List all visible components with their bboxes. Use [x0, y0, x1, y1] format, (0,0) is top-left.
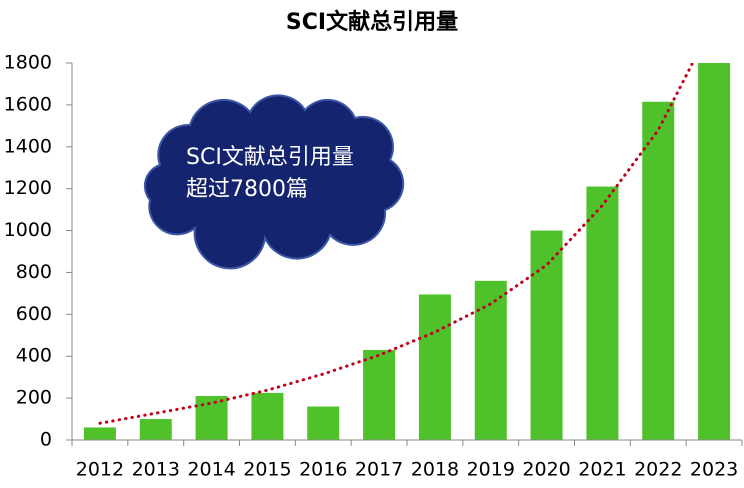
bar — [586, 186, 619, 440]
x-tick-label: 2018 — [411, 459, 459, 481]
trend-line — [98, 63, 695, 425]
chart-title: SCI文献总引用量 — [286, 9, 458, 35]
y-tick-label: 0 — [40, 429, 52, 451]
y-tick-label: 1800 — [4, 52, 52, 74]
y-tick-label: 800 — [16, 261, 52, 283]
y-tick-label: 1000 — [4, 219, 52, 241]
bar — [307, 406, 340, 440]
x-tick-label: 2015 — [243, 459, 291, 481]
x-tick-label: 2016 — [299, 459, 347, 481]
bar — [139, 419, 172, 440]
bar — [474, 280, 507, 440]
x-tick-label: 2023 — [690, 459, 738, 481]
annotation-line: SCI文献总引用量 — [186, 145, 354, 170]
bar — [530, 230, 563, 440]
bar — [251, 392, 284, 440]
y-tick-label: 600 — [16, 303, 52, 325]
x-tick-label: 2021 — [578, 459, 626, 481]
bar — [418, 294, 451, 440]
x-tick-label: 2012 — [76, 459, 124, 481]
y-tick-label: 1200 — [4, 177, 52, 199]
bar — [698, 63, 731, 440]
annotation-cloud: SCI文献总引用量 超过7800篇 — [143, 94, 405, 270]
x-tick-label: 2014 — [187, 459, 235, 481]
y-tick-label: 400 — [16, 345, 52, 367]
bar — [642, 101, 675, 440]
cloud-shape — [143, 94, 405, 270]
x-tick-label: 2019 — [467, 459, 515, 481]
x-tick-label: 2017 — [355, 459, 403, 481]
x-tick-label: 2020 — [522, 459, 570, 481]
bar — [83, 427, 116, 440]
bar — [363, 349, 396, 440]
y-tick-label: 1400 — [4, 135, 52, 157]
annotation-line: 超过7800篇 — [186, 177, 308, 202]
y-tick-label: 200 — [16, 387, 52, 409]
x-tick-label: 2022 — [634, 459, 682, 481]
bar — [195, 396, 228, 440]
y-tick-label: 1600 — [4, 93, 52, 115]
x-tick-label: 2013 — [132, 459, 180, 481]
